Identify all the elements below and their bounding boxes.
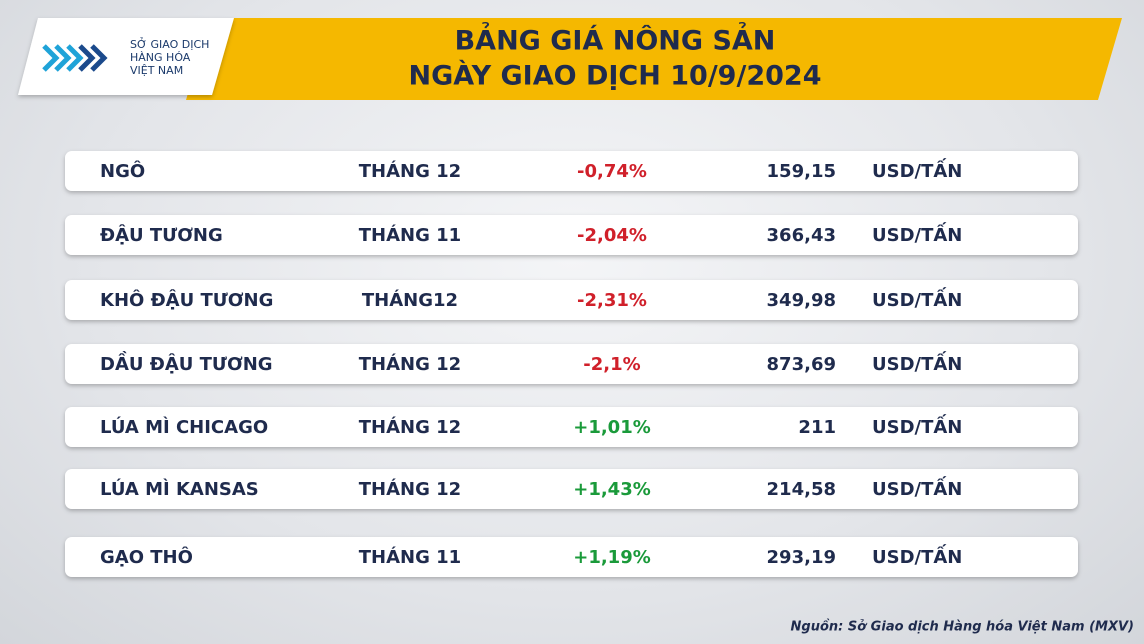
logo-text: VIỆT NAM: [130, 64, 183, 77]
contract-month: THÁNG 11: [359, 224, 461, 246]
price: 159,15: [767, 161, 836, 182]
contract-month: THÁNG12: [362, 289, 458, 311]
price: 366,43: [767, 225, 836, 246]
title: BẢNG GIÁ NÔNG SẢN: [455, 22, 776, 57]
contract-month: THÁNG 12: [359, 478, 461, 500]
logo-text: SỞ GIAO DỊCH: [130, 37, 209, 51]
change: +1,01%: [573, 417, 651, 438]
contract-month: THÁNG 12: [359, 416, 461, 438]
price: 349,98: [767, 290, 836, 311]
commodity: ĐẬU TƯƠNG: [100, 224, 223, 246]
row-bg: [65, 469, 1078, 509]
change: -2,04%: [577, 225, 647, 246]
commodity: GẠO THÔ: [100, 546, 193, 568]
logo-text: HÀNG HÓA: [130, 51, 191, 64]
change: -2,31%: [577, 290, 647, 311]
commodity: KHÔ ĐẬU TƯƠNG: [100, 289, 273, 311]
commodity: DẦU ĐẬU TƯƠNG: [100, 351, 273, 375]
title: NGÀY GIAO DỊCH 10/9/2024: [409, 60, 822, 92]
source: Nguồn: Sở Giao dịch Hàng hóa Việt Nam (M…: [791, 620, 1134, 635]
price: 211: [798, 417, 836, 438]
price: 873,69: [767, 354, 836, 375]
unit: USD/TẤN: [872, 351, 962, 375]
commodity: NGÔ: [100, 160, 145, 182]
row-bg: [65, 537, 1078, 577]
unit: USD/TẤN: [872, 544, 962, 568]
price: 293,19: [767, 547, 836, 568]
row-bg: [65, 280, 1078, 320]
row-bg: [65, 151, 1078, 191]
unit: USD/TẤN: [872, 222, 962, 246]
row-bg: [65, 344, 1078, 384]
contract-month: THÁNG 11: [359, 546, 461, 568]
row-bg: [65, 215, 1078, 255]
unit: USD/TẤN: [872, 287, 962, 311]
change: +1,19%: [573, 547, 651, 568]
commodity: LÚA MÌ CHICAGO: [100, 416, 268, 438]
logo-box: [18, 18, 234, 95]
price: 214,58: [767, 479, 836, 500]
change: -2,1%: [583, 354, 640, 375]
unit: USD/TẤN: [872, 414, 962, 438]
change: +1,43%: [573, 479, 651, 500]
table: NGÔ THÁNG 12 -0,74% 159,15 USD/TẤN ĐẬU TƯƠNG T…: [65, 151, 1078, 577]
unit: USD/TẤN: [872, 158, 962, 182]
logo-icon: [42, 44, 108, 72]
contract-month: THÁNG 12: [359, 353, 461, 375]
title-banner: [186, 18, 1122, 100]
unit: USD/TẤN: [872, 476, 962, 500]
commodity: LÚA MÌ KANSAS: [100, 478, 259, 500]
change: -0,74%: [577, 161, 647, 182]
contract-month: THÁNG 12: [359, 160, 461, 182]
row-bg: [65, 407, 1078, 447]
